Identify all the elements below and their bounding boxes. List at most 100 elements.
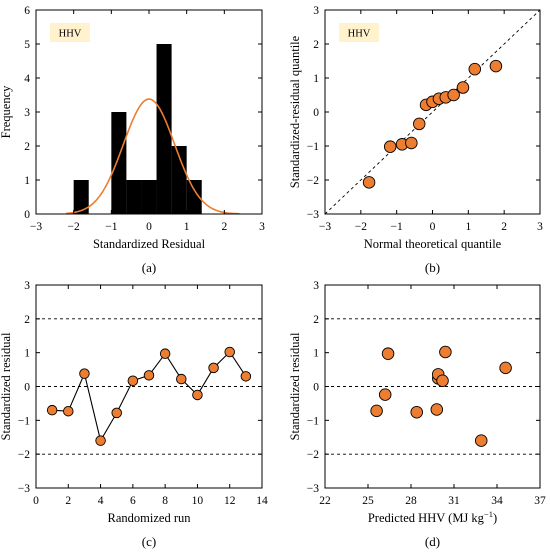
x-tick-label: 0 xyxy=(146,221,152,233)
y-tick-label: 2 xyxy=(313,314,319,326)
panel-label: (d) xyxy=(425,534,440,549)
data-point xyxy=(159,348,171,359)
data-point xyxy=(208,362,219,374)
hhv-badge-text: HHV xyxy=(348,29,371,40)
data-point xyxy=(362,176,376,189)
data-point xyxy=(95,435,106,446)
y-tick-label: −2 xyxy=(307,175,319,187)
x-tick-label: 1 xyxy=(184,221,190,233)
y-tick-label: −1 xyxy=(307,415,319,427)
histogram-bar xyxy=(171,146,187,214)
x-tick-label: −1 xyxy=(391,221,403,233)
data-point xyxy=(224,346,235,358)
data-point xyxy=(410,405,423,419)
y-axis-label: Standardized residual xyxy=(288,332,302,440)
x-axis-label: Standardized Residual xyxy=(93,237,206,251)
data-point xyxy=(143,370,155,381)
y-tick-label: −1 xyxy=(307,141,319,153)
data-point xyxy=(79,368,90,379)
data-point xyxy=(381,347,395,360)
x-tick-label: 8 xyxy=(162,495,168,507)
panel-a-histogram: −3 −2 −1 0 1 2 3 0 1 2 3 4 5 6 Standardized Residual Fr… xyxy=(0,5,265,275)
data-point xyxy=(127,375,139,386)
diagonal-reference-line xyxy=(324,9,541,215)
y-tick-label: 1 xyxy=(313,348,319,360)
x-tick-label: −1 xyxy=(105,221,117,233)
y-tick-label: 1 xyxy=(24,175,30,187)
y-tick-label: −2 xyxy=(307,449,319,461)
x-axis-label-suffix: ) xyxy=(493,511,497,525)
x-tick-label: 31 xyxy=(448,495,460,507)
x-tick-label: 3 xyxy=(259,221,265,233)
panel-label: (c) xyxy=(142,534,156,549)
x-tick-label: 0 xyxy=(33,495,39,507)
data-point xyxy=(489,59,503,73)
histogram-bar xyxy=(156,44,172,214)
data-point xyxy=(378,388,392,401)
histogram-bar xyxy=(141,180,157,214)
y-tick-label: 3 xyxy=(313,5,319,17)
data-point xyxy=(430,403,444,416)
y-tick-label: 1 xyxy=(313,73,319,85)
x-tick-label: 2 xyxy=(65,495,71,507)
data-point xyxy=(474,434,488,447)
x-tick-label: 37 xyxy=(534,495,546,507)
data-point xyxy=(468,62,482,76)
y-tick-label: 5 xyxy=(24,39,30,51)
data-point xyxy=(370,404,383,418)
x-tick-label: −2 xyxy=(355,221,367,233)
data-point xyxy=(176,373,187,385)
x-tick-label: 0 xyxy=(430,221,436,233)
x-tick-label: −3 xyxy=(319,221,331,233)
y-tick-label: 2 xyxy=(313,39,319,51)
y-tick-label: −3 xyxy=(307,209,319,221)
y-tick-label: 0 xyxy=(24,382,30,394)
panel-label: (a) xyxy=(142,260,156,275)
x-tick-label: 14 xyxy=(256,495,268,507)
hhv-badge-text: HHV xyxy=(59,29,82,40)
hhv-badge xyxy=(50,23,90,42)
x-axis-label: Normal theoretical quantile xyxy=(364,237,502,251)
x-tick-label: 3 xyxy=(537,221,543,233)
x-tick-label: 10 xyxy=(192,495,204,507)
y-tick-label: 4 xyxy=(24,73,30,85)
x-tick-label: 28 xyxy=(405,495,417,507)
histogram-bar xyxy=(73,180,89,214)
x-tick-label: 4 xyxy=(98,495,104,507)
histogram-bar xyxy=(111,112,127,214)
y-tick-label: 3 xyxy=(24,280,30,292)
y-tick-label: 3 xyxy=(313,280,319,292)
data-point xyxy=(447,88,460,102)
x-tick-label: 34 xyxy=(491,495,503,507)
data-point xyxy=(63,405,74,417)
data-point xyxy=(383,140,397,153)
histogram-bar xyxy=(126,180,142,214)
x-tick-label: 2 xyxy=(221,221,227,233)
x-tick-label: 22 xyxy=(319,495,331,507)
y-tick-label: −3 xyxy=(307,483,319,495)
y-tick-label: 2 xyxy=(24,314,30,326)
y-tick-label: −2 xyxy=(18,449,30,461)
y-axis-label: Standardized residual xyxy=(0,332,13,440)
data-point xyxy=(240,371,252,382)
y-tick-label: 0 xyxy=(24,209,30,221)
x-axis-label: Predicted HHV (MJ kg−1) xyxy=(368,509,497,525)
x-axis-label-superscript: −1 xyxy=(484,509,493,519)
data-point xyxy=(405,136,418,150)
data-point xyxy=(456,81,470,94)
x-tick-label: 25 xyxy=(362,495,374,507)
x-axis-label: Randomized run xyxy=(108,511,192,525)
x-tick-label: 1 xyxy=(465,221,471,233)
y-tick-label: −3 xyxy=(18,483,30,495)
data-point xyxy=(499,361,512,375)
x-tick-label: 2 xyxy=(501,221,507,233)
data-point xyxy=(111,407,122,419)
x-tick-label: −2 xyxy=(68,221,80,233)
y-tick-label: 0 xyxy=(313,382,319,394)
x-tick-label: −3 xyxy=(30,221,42,233)
y-tick-label: −1 xyxy=(18,415,30,427)
y-tick-label: 6 xyxy=(24,5,30,17)
hhv-badge xyxy=(339,23,379,42)
